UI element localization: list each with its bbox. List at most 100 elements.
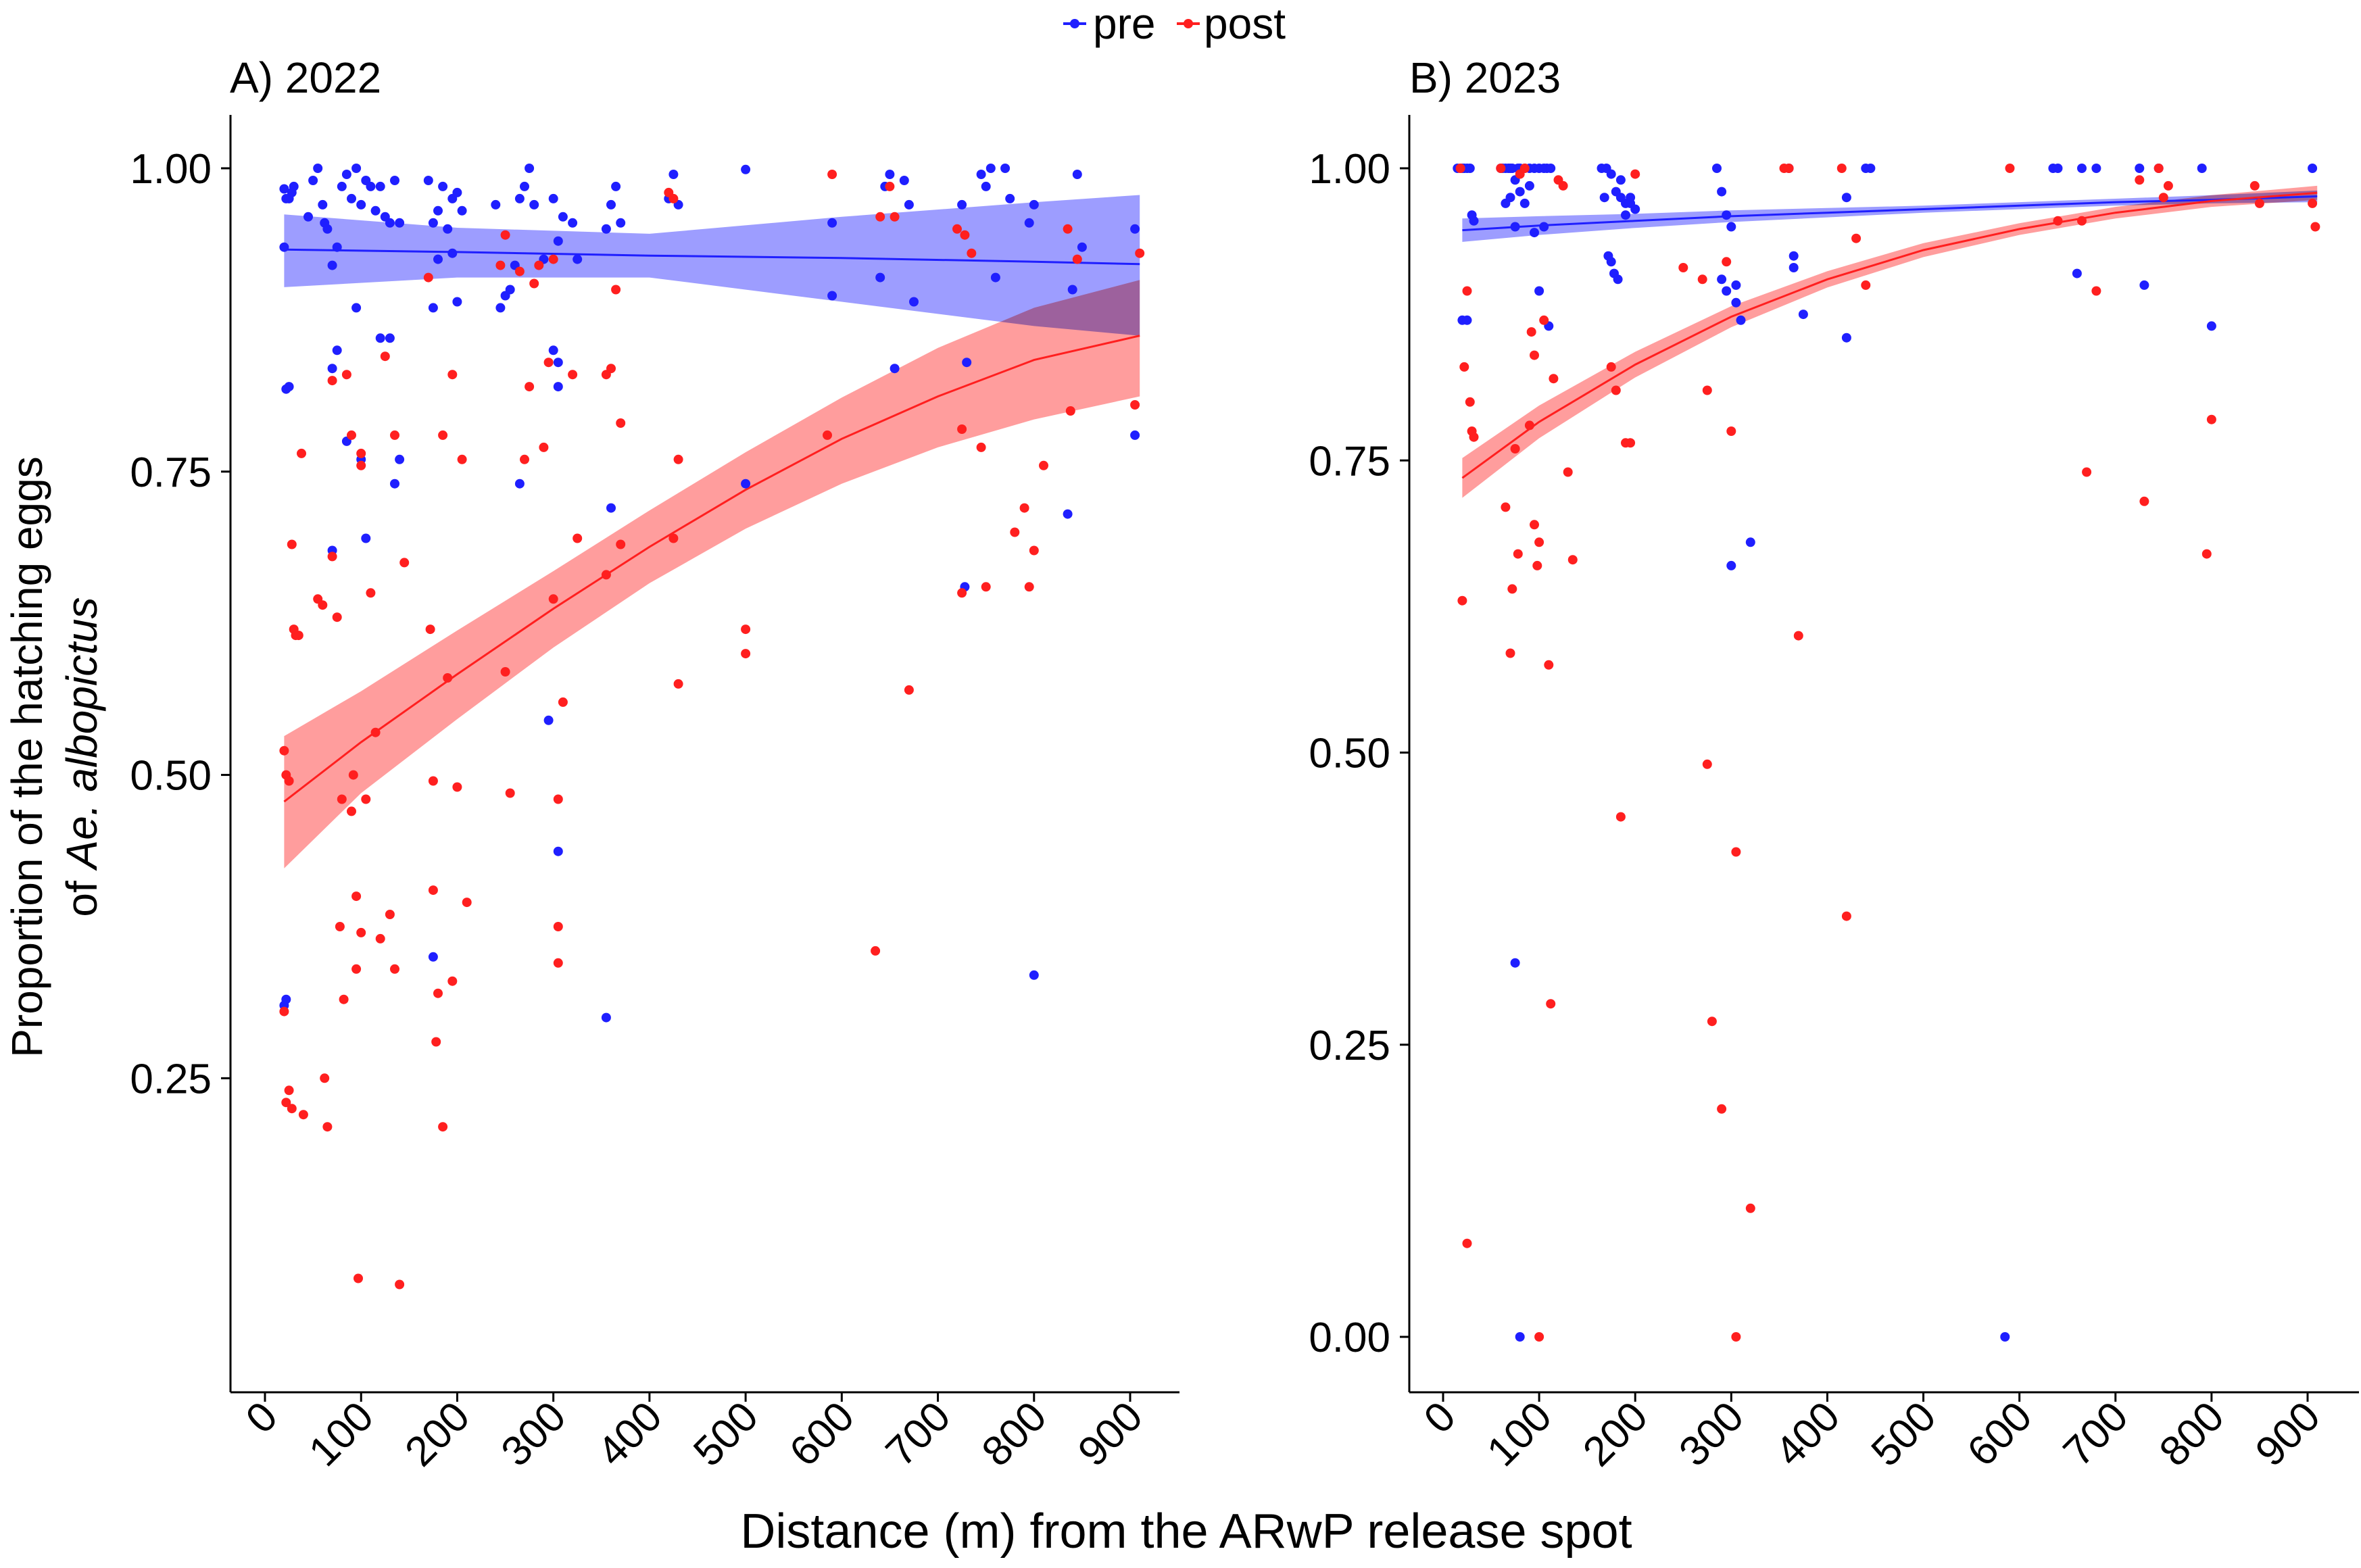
panel-a-point-post-67	[543, 358, 554, 368]
panel-b-x-tick-label: 100	[1478, 1393, 1561, 1475]
panel-a-point-pre-85	[741, 164, 751, 174]
panel-a-point-post-7	[297, 448, 306, 458]
panel-a-point-pre-104	[1005, 193, 1015, 203]
panel-a-point-post-16	[322, 1122, 333, 1132]
panel-b-point-post-11	[1507, 584, 1517, 594]
panel-b-point-pre-54	[1712, 164, 1722, 173]
panel-a-point-post-6	[293, 631, 303, 641]
panel-a-point-post-72	[553, 794, 563, 804]
panel-b-point-post-31	[1606, 362, 1616, 372]
panel-a-point-post-10	[284, 1085, 294, 1096]
panel-b-point-post-32	[1611, 385, 1621, 395]
panel-a-point-pre-91	[885, 170, 895, 179]
panel-b-point-post-35	[1626, 438, 1636, 448]
panel-a-x-tick-label: 100	[300, 1393, 383, 1475]
panel-b-x-tick-label: 400	[1766, 1393, 1849, 1475]
panel-a-point-post-93	[885, 181, 895, 191]
panel-b-point-post-28	[1558, 180, 1568, 191]
panel-a-point-post-74	[568, 370, 578, 380]
panel-a-y-tick-label: 0.50	[130, 753, 212, 800]
panel-b-point-post-64	[2163, 180, 2173, 191]
panel-a-point-post-81	[616, 539, 626, 549]
panel-b-point-post-65	[2201, 549, 2212, 559]
panel-a-point-post-31	[356, 460, 366, 470]
panel-b-point-pre-49	[1613, 274, 1623, 285]
panel-a-point-post-104	[1019, 503, 1029, 513]
panel-a-y-tick-label: 0.75	[130, 449, 212, 496]
panel-a-point-post-26	[348, 770, 358, 780]
panel-a-y-tick-label: 1.00	[130, 146, 212, 193]
panel-a-point-post-64	[529, 278, 539, 289]
panel-a-point-pre-94	[904, 199, 914, 210]
panel-b-y-tick-label: 0.50	[1309, 731, 1390, 777]
panel-b-x-tick-label: 900	[2247, 1393, 2329, 1475]
panel-a-point-post-41	[395, 1279, 405, 1290]
panel-a-point-post-111	[1130, 400, 1140, 410]
panel-a-point-pre-25	[370, 205, 381, 216]
panel-b-point-pre-80	[2139, 280, 2149, 290]
panel-b-ci-post	[1462, 185, 2318, 498]
panel-a-point-post-110	[1072, 254, 1082, 264]
panel-a-point-pre-92	[890, 364, 900, 374]
panel-b-point-pre-69	[1841, 193, 1851, 203]
panel-b-point-post-26	[1549, 374, 1559, 384]
panel-a-points-pre	[279, 164, 1140, 1023]
panel-a-point-pre-43	[428, 218, 438, 228]
panel-a-point-pre-39	[385, 333, 395, 343]
panel-b-point-post-1	[1459, 362, 1469, 372]
panel-a-point-post-89	[823, 430, 832, 440]
panel-a-point-post-54	[452, 782, 462, 792]
panel-a-fit-lines	[283, 248, 1140, 803]
panel-a-fit-post	[283, 335, 1140, 803]
panel-a-point-post-50	[438, 1122, 448, 1132]
panel-a-point-post-87	[741, 649, 751, 659]
panel-a-point-post-97	[957, 424, 967, 434]
panel-b-point-post-49	[1784, 164, 1794, 173]
panel-a-point-post-70	[553, 922, 563, 931]
panel-a-point-pre-107	[1029, 970, 1039, 980]
panel-a-point-post-47	[431, 1037, 441, 1047]
panel-b-point-pre-72	[1866, 164, 1876, 173]
panel-a-point-post-14	[318, 600, 328, 610]
panel-a-point-pre-109	[1067, 285, 1077, 295]
panel-a-point-post-71	[553, 958, 563, 968]
panel-a-point-pre-100	[981, 181, 991, 191]
panel-a-point-pre-28	[385, 218, 395, 228]
panel-a-point-pre-112	[1130, 224, 1140, 234]
panel-b-point-pre-29	[1515, 187, 1525, 197]
panel-a-y-tick-label: 0.25	[130, 1056, 212, 1102]
panel-b-point-post-54	[1861, 280, 1871, 290]
y-axis-title-line2: of Ae. albopictus	[57, 597, 106, 916]
panel-a-point-pre-80	[606, 503, 616, 513]
panel-b-point-pre-25	[1546, 164, 1556, 173]
panel-b-y-tick-label: 0.25	[1309, 1023, 1390, 1069]
panel-a-point-post-84	[668, 533, 679, 543]
panel-b-point-post-7	[1462, 1238, 1472, 1248]
panel-b-point-pre-32	[1530, 228, 1539, 238]
panel-a-point-post-79	[611, 285, 621, 295]
panel-b-point-pre-58	[1731, 280, 1741, 290]
panel-b-point-pre-53	[1630, 204, 1640, 214]
panel-a-point-pre-97	[962, 358, 972, 368]
panel-b-point-pre-9	[1462, 315, 1472, 325]
panel-b-point-pre-34	[1539, 222, 1549, 232]
panel-b-point-pre-47	[1606, 257, 1616, 267]
panel-a-point-post-55	[457, 454, 467, 464]
panel-a-point-post-37	[380, 351, 390, 362]
panel-a-x-tick-label: 700	[877, 1393, 960, 1475]
panel-b-point-pre-83	[2206, 321, 2216, 331]
panel-a-point-post-60	[505, 788, 515, 798]
panel-a-point-pre-70	[548, 345, 558, 356]
panel-b-point-pre-77	[2077, 164, 2087, 173]
panel-a-point-pre-50	[428, 303, 438, 313]
panel-a-point-post-75	[573, 533, 583, 543]
panel-b-point-post-46	[1731, 1332, 1741, 1342]
panel-a-point-post-58	[500, 230, 510, 240]
panel-a-point-pre-24	[366, 181, 376, 191]
panel-a-point-post-68	[548, 254, 558, 264]
panel-a-point-pre-29	[390, 176, 399, 185]
panel-a-point-pre-111	[1077, 242, 1087, 252]
panel-b-title: B) 2023	[1409, 53, 1561, 102]
panel-a-point-post-95	[904, 685, 914, 695]
